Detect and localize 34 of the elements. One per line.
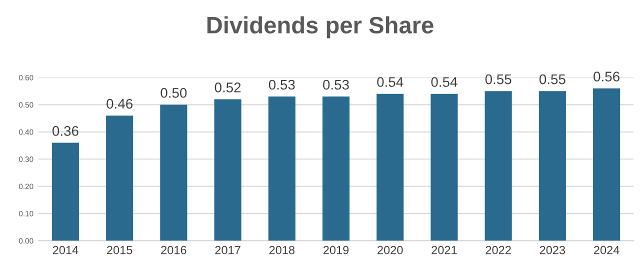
data-label: 0.56 <box>594 72 620 82</box>
bar <box>106 116 134 241</box>
data-label: 0.36 <box>52 126 78 136</box>
x-tick-label: 2022 <box>486 246 511 254</box>
bar <box>52 142 79 241</box>
chart-title: Dividends per Share <box>207 16 434 38</box>
data-label: 0.53 <box>323 80 349 90</box>
bar <box>160 104 188 241</box>
x-tick-label: 2019 <box>323 246 349 254</box>
bar <box>376 94 404 241</box>
x-tick-label: 2015 <box>107 246 132 254</box>
bar <box>593 88 620 241</box>
x-tick-label: 2017 <box>215 246 240 254</box>
data-label: 0.52 <box>214 82 241 92</box>
x-tick-label: 2021 <box>432 246 457 254</box>
data-label: 0.50 <box>160 88 187 98</box>
bar <box>268 96 296 241</box>
x-tick-label: 2014 <box>52 246 78 254</box>
x-tick-label: 2016 <box>161 246 186 254</box>
data-label: 0.54 <box>431 77 458 87</box>
bar <box>214 99 242 241</box>
data-label: 0.53 <box>268 80 295 90</box>
data-label: 0.46 <box>106 98 132 109</box>
x-tick-label: 2018 <box>269 246 295 254</box>
x-tick-label: 2020 <box>378 246 403 254</box>
bar <box>322 96 350 241</box>
bar <box>430 94 458 241</box>
x-tick-label: 2024 <box>594 246 620 254</box>
x-tick-label: 2023 <box>540 246 566 254</box>
bar <box>484 91 512 241</box>
data-label: 0.55 <box>539 74 566 84</box>
data-label: 0.54 <box>377 77 404 87</box>
bar <box>538 91 566 241</box>
data-label: 0.55 <box>485 74 512 84</box>
